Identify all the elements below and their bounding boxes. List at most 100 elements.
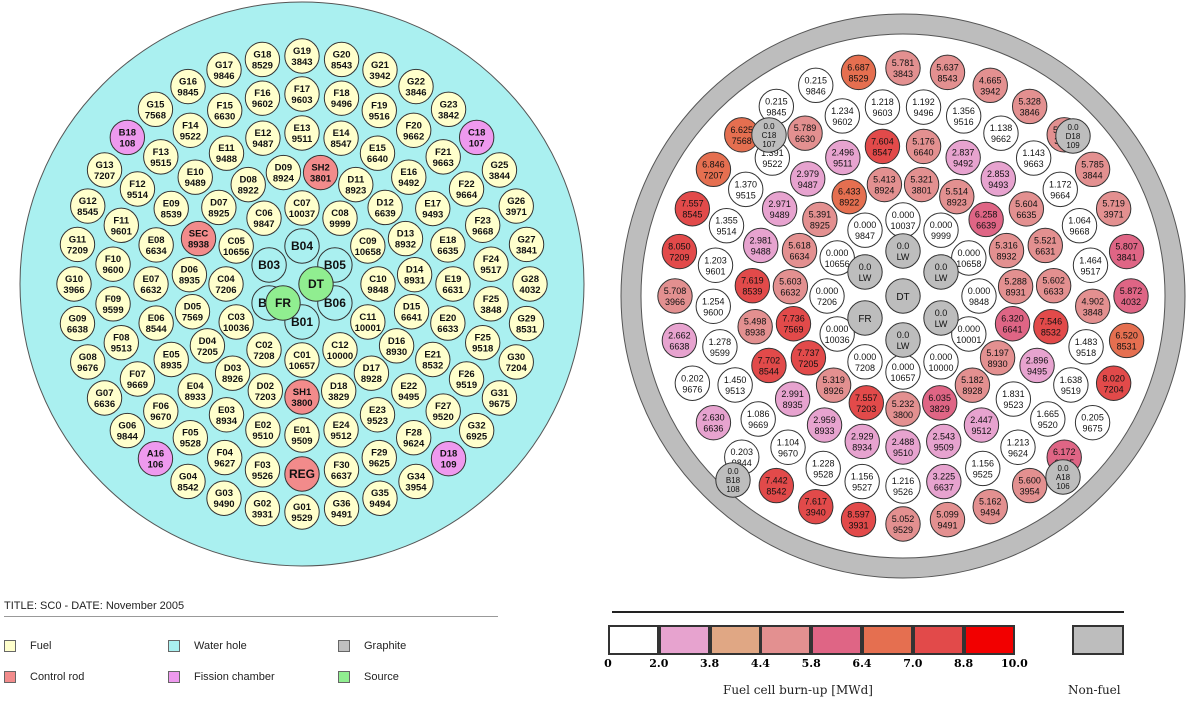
cell-label: E22 bbox=[400, 381, 417, 392]
cell-id: 10036 bbox=[825, 335, 850, 345]
cell-circle bbox=[391, 373, 427, 409]
cell-value: 4032 bbox=[519, 285, 540, 296]
cell-id: 7203 bbox=[856, 404, 876, 414]
cell-id: 9494 bbox=[980, 508, 1000, 518]
cell-circle bbox=[831, 178, 867, 215]
cell-value: 9844 bbox=[117, 432, 139, 443]
cell-value: 7207 bbox=[94, 171, 115, 182]
cell-circle bbox=[847, 254, 883, 290]
cell-circle bbox=[498, 344, 534, 380]
cell-id: 3801 bbox=[912, 186, 932, 196]
cell-value: 8933 bbox=[185, 392, 206, 403]
cell-circle bbox=[498, 188, 534, 224]
cell-label: F11 bbox=[113, 215, 130, 226]
cell-circle bbox=[972, 488, 1008, 525]
cell-label: F29 bbox=[371, 448, 387, 459]
cell-id: 7209 bbox=[669, 253, 689, 263]
cell-label: G28 bbox=[521, 274, 539, 285]
cell-label: C06 bbox=[255, 208, 272, 219]
cell-circle bbox=[715, 462, 751, 498]
cell-value: 6632 bbox=[140, 285, 161, 296]
cell-label: E11 bbox=[218, 143, 235, 154]
legend-swatch bbox=[168, 640, 180, 652]
cell-circle bbox=[206, 52, 242, 88]
cell-label: E05 bbox=[163, 350, 181, 361]
cell-label: C01 bbox=[293, 350, 311, 361]
cell-label: DT bbox=[308, 277, 325, 291]
cell-value: 6631 bbox=[442, 285, 464, 296]
cell-value: 9600 bbox=[102, 265, 123, 276]
cell-reg: REG bbox=[284, 456, 320, 492]
cell-burnup: 1.665 bbox=[1037, 409, 1060, 419]
cell-label: F26 bbox=[458, 369, 474, 380]
cell-circle bbox=[1074, 404, 1111, 441]
cell-id: 9517 bbox=[1080, 266, 1100, 276]
cell-id: 10000 bbox=[928, 363, 953, 373]
cell-id: 9516 bbox=[954, 117, 974, 127]
cell-value: 9515 bbox=[150, 158, 172, 169]
cell-circle bbox=[284, 456, 320, 492]
cell-value: 9494 bbox=[369, 499, 391, 510]
cell-label: E14 bbox=[333, 128, 351, 139]
cell-circle bbox=[824, 98, 861, 134]
cell-id: 6633 bbox=[1044, 287, 1064, 297]
cell-circle bbox=[1000, 429, 1036, 465]
cell-circle bbox=[103, 325, 139, 361]
cell-circle bbox=[923, 344, 959, 380]
cell-value: 6635 bbox=[437, 246, 459, 257]
cell-circle bbox=[1045, 459, 1081, 495]
cell-burnup: 0.215 bbox=[765, 96, 788, 106]
cell-text: 0.0 bbox=[1067, 123, 1079, 132]
cell-b04: B04 bbox=[284, 228, 320, 264]
cell-id: LW bbox=[935, 273, 948, 283]
cell-value: 10037 bbox=[289, 209, 315, 220]
cell-circle bbox=[458, 412, 495, 449]
cell-value: 3942 bbox=[369, 71, 390, 82]
cell-circle bbox=[963, 407, 1000, 443]
cell-id: 9493 bbox=[988, 180, 1008, 190]
legend-label: Source bbox=[364, 671, 399, 683]
cell-circle bbox=[415, 341, 451, 378]
cell-id: 9512 bbox=[971, 426, 991, 436]
cell-id: 8928 bbox=[962, 386, 982, 396]
cell-id: 9515 bbox=[736, 190, 756, 200]
cell-label: E20 bbox=[439, 313, 456, 324]
lw-cell: 0.0LW bbox=[923, 254, 959, 290]
cell-text: D18 bbox=[1066, 132, 1081, 141]
cell-label: D06 bbox=[181, 265, 198, 276]
cell-circle bbox=[378, 328, 415, 364]
cell-burnup: 2.929 bbox=[851, 431, 874, 441]
cell-circle bbox=[284, 115, 320, 151]
cell-value: 3843 bbox=[291, 57, 312, 68]
cell-circle bbox=[396, 256, 433, 293]
cell-circle bbox=[265, 285, 301, 321]
